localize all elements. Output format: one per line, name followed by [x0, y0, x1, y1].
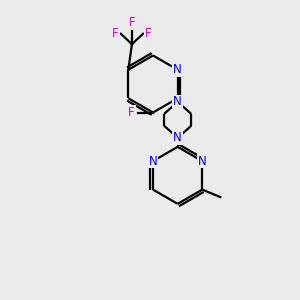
Text: N: N	[173, 95, 182, 108]
Text: N: N	[198, 154, 207, 168]
Text: F: F	[129, 16, 135, 29]
Text: F: F	[128, 106, 135, 119]
Text: N: N	[173, 63, 182, 76]
Text: N: N	[148, 154, 158, 168]
Text: N: N	[173, 131, 182, 144]
Text: F: F	[145, 27, 152, 40]
Text: F: F	[112, 27, 119, 40]
